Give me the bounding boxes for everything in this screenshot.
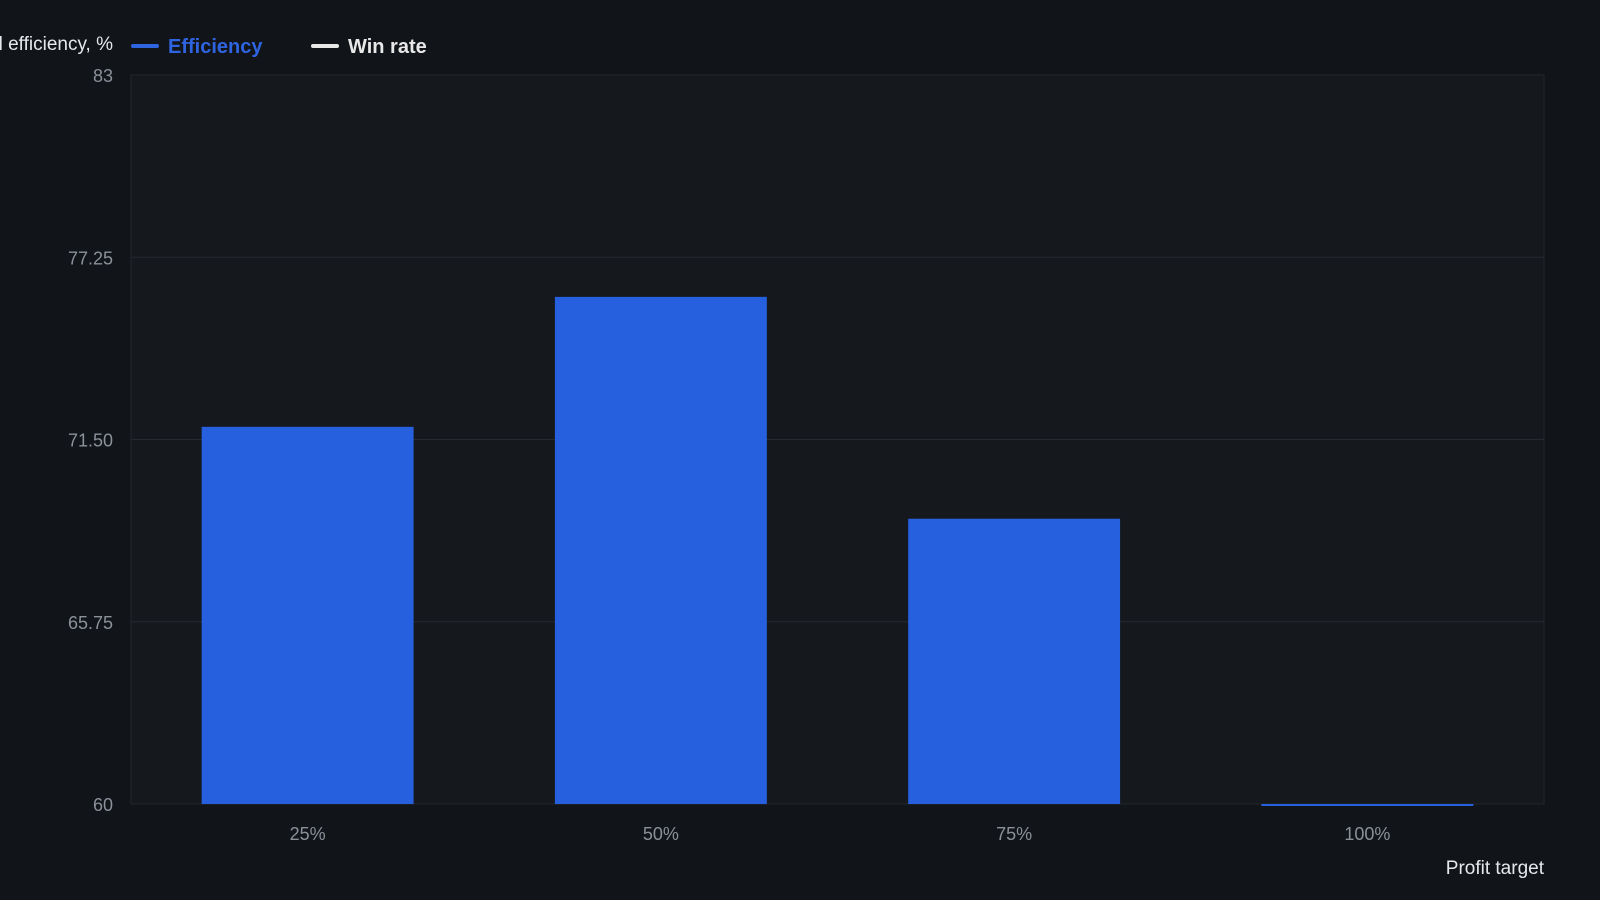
y-axis-label: l efficiency, % <box>0 34 113 55</box>
y-tick-label: 77.25 <box>68 248 113 268</box>
x-tick-label: 100% <box>1344 824 1390 844</box>
bars <box>201 296 1474 806</box>
legend-label-win-rate[interactable]: Win rate <box>348 36 427 58</box>
bar-2[interactable] <box>554 296 767 804</box>
x-axis-ticks: 25% 50% 75% 100% <box>290 824 1391 844</box>
bar-4[interactable] <box>1261 804 1474 806</box>
legend: Efficiency Win rate <box>131 36 427 58</box>
x-tick-label: 75% <box>996 824 1032 844</box>
x-axis-label: Profit target <box>1446 858 1545 879</box>
legend-swatch-win-rate <box>311 44 339 48</box>
y-tick-label: 71.50 <box>68 431 113 451</box>
y-tick-label: 83 <box>93 66 113 86</box>
y-axis-ticks: 83 77.25 71.50 65.75 60 <box>68 66 113 815</box>
legend-item-win-rate[interactable]: Win rate <box>311 36 427 58</box>
y-tick-label: 65.75 <box>68 613 113 633</box>
legend-label-efficiency[interactable]: Efficiency <box>168 36 263 58</box>
bar-1[interactable] <box>201 426 414 804</box>
x-tick-label: 25% <box>290 824 326 844</box>
x-tick-label: 50% <box>643 824 679 844</box>
legend-swatch-efficiency <box>131 44 159 48</box>
y-tick-label: 60 <box>93 795 113 815</box>
legend-item-efficiency[interactable]: Efficiency <box>131 36 263 58</box>
bar-3[interactable] <box>908 518 1121 804</box>
